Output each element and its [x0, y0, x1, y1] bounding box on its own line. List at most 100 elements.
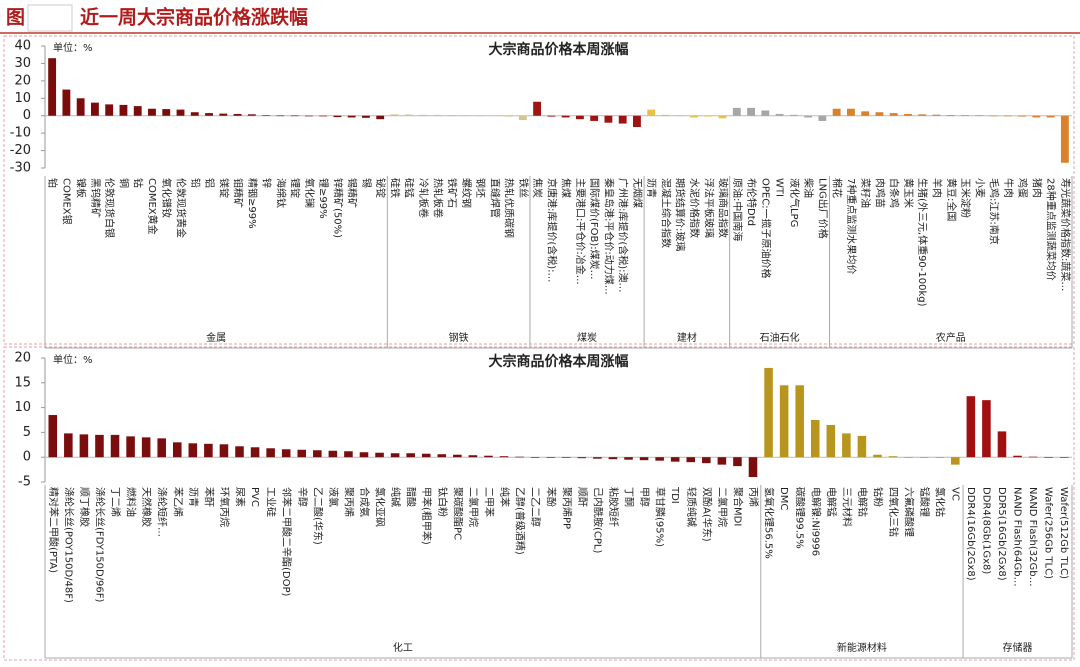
x-tick-label: LNG出厂价格 [816, 178, 829, 239]
bar [633, 115, 641, 128]
x-tick-label: 二甲苯 [482, 487, 495, 517]
x-tick-label: 聚碳酸酯PC [451, 487, 464, 540]
bar [276, 115, 285, 117]
unit-label: 单位：% [53, 353, 93, 366]
x-tick-label: 六氟磷酸锂 [903, 487, 916, 537]
x-tick-label: 黑钨精矿 [89, 178, 102, 218]
x-tick-label: 锡 [360, 178, 373, 188]
x-tick-label: 草甘膦(95%) [654, 487, 667, 547]
y-tick-label: -5 [18, 475, 31, 490]
x-tick-label: VC [949, 487, 960, 501]
bar [1046, 115, 1055, 118]
bar [204, 443, 213, 458]
x-tick-label: 水泥价格指数 [688, 178, 701, 238]
x-tick-label: 三元材料 [840, 487, 853, 527]
bar [818, 115, 827, 121]
bar [989, 115, 998, 117]
x-tick-label: 猪肉 [1030, 178, 1043, 198]
x-tick-label: 合成氨 [358, 487, 371, 517]
bar [304, 115, 313, 117]
bar [718, 115, 727, 119]
x-tick-label: 国际煤价(FOB):煤炭… [588, 178, 601, 280]
x-tick-label: 小麦 [973, 178, 985, 198]
group-label: 化工 [393, 641, 413, 654]
bar [447, 115, 456, 116]
x-tick-label: 黄玉米 [902, 178, 915, 208]
bar [590, 115, 599, 121]
chart-title: 大宗商品价格本周涨幅 [489, 353, 629, 370]
bar [490, 115, 499, 116]
bar [861, 111, 870, 116]
bar [375, 452, 384, 458]
bar [468, 455, 478, 458]
bar [281, 449, 291, 458]
bar [504, 115, 513, 117]
bar [235, 446, 244, 458]
x-tick-label: 沥青 [187, 487, 200, 507]
bar [675, 115, 684, 116]
x-tick-label: 肉鸡苗 [873, 178, 886, 208]
bar [733, 457, 742, 467]
bar [873, 454, 882, 458]
x-tick-label: 丙烯 [747, 487, 760, 507]
x-tick-label: 双酚A(华东) [700, 487, 713, 542]
x-tick-label: 广州港:库提价(含税):澳… [617, 178, 630, 293]
bar [686, 457, 696, 463]
bar [618, 115, 627, 124]
x-tick-label: 钛白粉 [436, 487, 449, 517]
figure-title: 近一周大宗商品价格涨跌幅 [80, 6, 308, 29]
bar [982, 400, 991, 458]
bar [484, 455, 493, 458]
x-tick-label: 电解钴 [856, 487, 869, 517]
x-tick-label: 生猪(外三元,体重90-100kg) [916, 178, 929, 307]
bar [176, 109, 185, 116]
bar [846, 108, 855, 116]
y-tick-label: -20 [10, 143, 31, 158]
x-tick-label: DDR4(16Gb(2Gx8) [965, 487, 976, 581]
bar [918, 114, 927, 116]
bar [362, 115, 370, 118]
bar [188, 443, 198, 458]
x-tick-label: 丁二烯 [109, 487, 122, 517]
x-tick-label: 醋酸 [405, 487, 418, 507]
bar [76, 98, 85, 116]
bar [951, 457, 960, 465]
x-tick-label: 浮法平板玻璃 [702, 178, 715, 238]
x-tick-label: 铝 [203, 178, 215, 188]
x-tick-label: 聚丙烯 [342, 487, 355, 517]
bar [105, 104, 114, 116]
bar [347, 115, 356, 118]
y-tick-label: 10 [14, 91, 31, 106]
x-tick-label: 羊肉 [930, 178, 943, 198]
bar [655, 457, 664, 461]
bar [1059, 457, 1069, 458]
x-tick-label: 铂 [46, 178, 59, 188]
bar [961, 115, 969, 116]
x-tick-label: 铅 [189, 178, 202, 188]
bar [804, 115, 813, 118]
y-tick-label: 10 [14, 400, 31, 415]
x-tick-label: WTI [774, 178, 785, 197]
group-label: 石油石化 [760, 331, 800, 344]
x-tick-label: 秦皇岛港:平仓价:动力煤… [602, 178, 615, 295]
bar [670, 457, 680, 462]
x-tick-label: 期货结算价:玻璃 [674, 178, 687, 251]
x-tick-label: 二氯甲烷 [467, 487, 480, 527]
x-tick-label: 乙醇(普级酒精) [514, 487, 527, 555]
x-tick-label: 聚合MDI [731, 487, 744, 526]
bar [904, 113, 912, 116]
bar [826, 424, 836, 458]
bar [832, 108, 841, 116]
x-tick-label: 伦敦现货白银 [103, 178, 116, 238]
bar [266, 448, 275, 458]
chart-frame [3, 35, 1075, 345]
x-tick-label: 玻璃商品指数 [717, 178, 730, 238]
x-tick-label: NAND Flash(64Gb… [1012, 487, 1023, 587]
x-tick-label: 牛肉 [1002, 178, 1015, 198]
x-tick-label: 28种重点监测蔬菜均价 [1045, 178, 1058, 281]
x-tick-label: DDR5(16Gb(2Gx8) [996, 487, 1007, 581]
bar [499, 456, 509, 458]
x-tick-label: 原油:中国南海 [731, 178, 744, 241]
x-tick-label: 辛醇 [296, 487, 309, 507]
